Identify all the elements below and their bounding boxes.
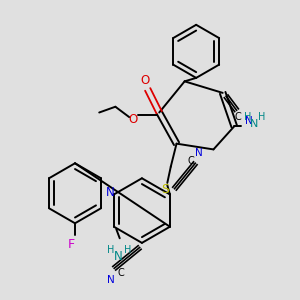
Text: C: C (118, 268, 124, 278)
Text: S: S (161, 183, 169, 196)
Text: N: N (106, 186, 115, 199)
Text: N: N (107, 275, 115, 285)
Text: O: O (141, 74, 150, 87)
Text: H: H (124, 245, 131, 255)
Text: N: N (114, 250, 123, 263)
Text: H: H (258, 112, 266, 122)
Text: C: C (234, 112, 241, 122)
Text: N: N (195, 148, 202, 158)
Text: N: N (250, 119, 258, 129)
Text: N: N (244, 116, 252, 126)
Text: C: C (187, 156, 194, 166)
Text: H: H (107, 245, 114, 255)
Text: F: F (68, 238, 75, 250)
Text: O: O (128, 113, 137, 126)
Text: H: H (244, 112, 252, 122)
